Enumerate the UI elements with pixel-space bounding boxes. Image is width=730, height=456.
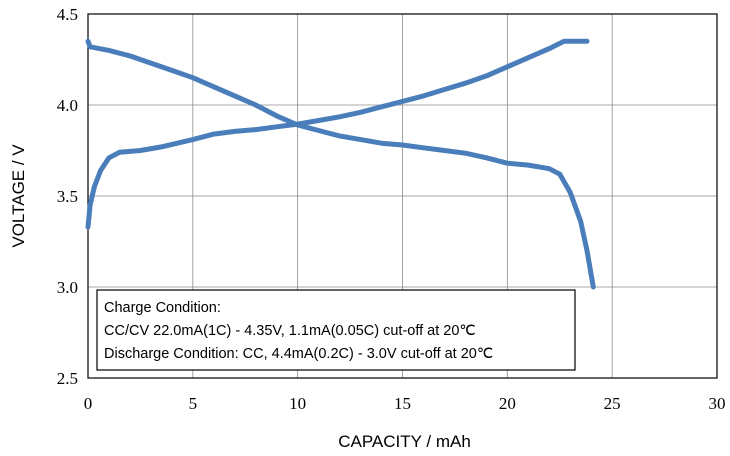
plot-area-frame: [87, 13, 718, 379]
y-tick-label: 4.5: [57, 5, 78, 24]
x-tick-label: 15: [394, 394, 411, 413]
y-tick-label: 3.5: [57, 187, 78, 206]
test-conditions-box: Charge Condition: CC/CV 22.0mA(1C) - 4.3…: [96, 289, 576, 371]
x-axis-title: CAPACITY / mAh: [338, 432, 471, 451]
series-group: [85, 38, 596, 290]
y-tick-label: 3.0: [57, 278, 78, 297]
x-tick-label: 5: [189, 394, 198, 413]
y-axis-ticks: 2.5 3.0 3.5 4.0 4.5: [57, 5, 78, 388]
x-tick-label: 25: [604, 394, 621, 413]
discharge-curve: [85, 38, 596, 290]
charge-curve: [85, 38, 590, 230]
x-tick-label: 10: [289, 394, 306, 413]
x-axis-ticks: 0 5 10 15 20 25 30: [84, 394, 726, 413]
y-tick-label: 2.5: [57, 369, 78, 388]
y-axis-title: VOLTAGE / V: [9, 144, 28, 248]
charge-condition-detail: CC/CV 22.0mA(1C) - 4.35V, 1.1mA(0.05C) c…: [104, 323, 476, 339]
y-tick-label: 4.0: [57, 96, 78, 115]
x-tick-label: 30: [709, 394, 726, 413]
charge-condition-heading: Charge Condition:: [104, 300, 221, 316]
test-conditions-frame: [96, 289, 576, 371]
x-tick-label: 0: [84, 394, 93, 413]
discharge-condition-detail: Discharge Condition: CC, 4.4mA(0.2C) - 3…: [104, 346, 493, 362]
x-tick-label: 20: [499, 394, 516, 413]
